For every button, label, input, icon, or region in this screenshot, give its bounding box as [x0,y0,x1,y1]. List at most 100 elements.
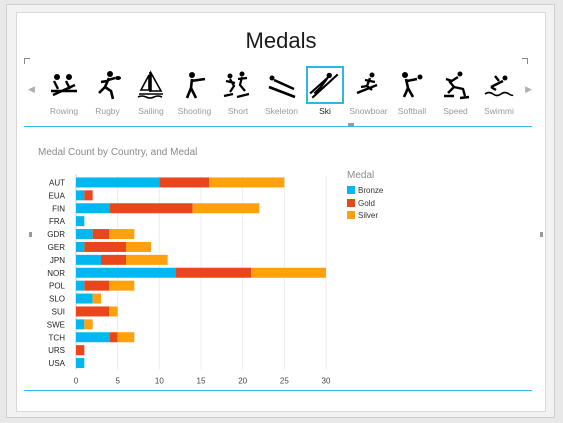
bar-aut-silver[interactable] [209,177,285,188]
slicer-tile-shooting[interactable]: Shooting [175,66,215,120]
bar-fin-gold[interactable] [109,203,193,214]
x-tick-label: 0 [74,377,79,386]
y-tick-label: TCH [49,333,66,342]
y-tick-label: FRA [49,217,66,226]
legend-item-bronze[interactable]: Bronze [347,185,383,198]
bar-jpn-bronze[interactable] [76,254,101,265]
slicer-tile-rugby[interactable]: Rugby [88,66,128,120]
bar-fra-bronze[interactable] [76,216,85,227]
sport-image-slicer[interactable]: ◀ ▶ Rowing Rugby Sailing Shooting Short Skele… [24,58,532,127]
bar-jpn-silver[interactable] [126,254,168,265]
slicer-tile-swimmi[interactable]: Swimmi [479,66,519,120]
slicer-tile-label: Speed [443,106,468,116]
bar-ger-gold[interactable] [84,241,126,252]
softball-icon [396,69,428,101]
x-tick-label: 30 [322,377,331,386]
slicer-tile-label: Swimmi [484,106,514,116]
slicer-resize-grip[interactable] [348,123,354,126]
legend-item-silver[interactable]: Silver [347,210,383,223]
rowing-icon [48,69,80,101]
bar-gdr-bronze[interactable] [76,229,93,240]
bar-aut-gold[interactable] [159,177,210,188]
slicer-corner-top-left [24,58,30,64]
slicer-tile-label: Snowboar [349,106,388,116]
bar-slo-bronze[interactable] [76,293,93,304]
slicer-tile-ski[interactable]: Ski [305,66,345,120]
x-tick-label: 15 [197,377,206,386]
bar-aut-bronze[interactable] [76,177,160,188]
bar-eua-gold[interactable] [84,190,93,201]
bar-nor-bronze[interactable] [76,267,176,278]
bar-urs-gold[interactable] [76,345,85,356]
legend-label: Gold [358,198,375,208]
slicer-tile-speed[interactable]: Speed [436,66,476,120]
bar-fin-bronze[interactable] [76,203,110,214]
bar-ger-bronze[interactable] [76,241,85,252]
x-tick-label: 5 [115,377,120,386]
legend-swatch [347,198,355,207]
bar-nor-gold[interactable] [176,267,251,278]
y-tick-label: USA [49,359,66,368]
y-tick-label: AUT [49,178,65,187]
bar-swe-silver[interactable] [84,319,93,330]
bar-nor-silver[interactable] [251,267,326,278]
chart-right-resize-grip[interactable] [540,232,543,237]
y-tick-label: SWE [47,320,65,329]
page-title: Medals [245,28,317,53]
y-tick-label: POL [49,282,66,291]
bar-sui-gold[interactable] [76,306,110,317]
slicer-tile-skeleton[interactable]: Skeleton [262,66,302,120]
bar-jpn-gold[interactable] [101,254,126,265]
bar-gdr-silver[interactable] [109,229,135,240]
slicer-tile-rowing[interactable]: Rowing [44,66,84,120]
bar-fin-silver[interactable] [192,203,260,214]
slicer-next-arrow-icon[interactable]: ▶ [525,84,532,94]
bar-swe-bronze[interactable] [76,319,85,330]
slicer-corner-top-right [522,58,528,64]
bar-ger-silver[interactable] [126,241,151,252]
slicer-tile-label: Rugby [95,106,120,116]
bar-pol-gold[interactable] [84,280,110,291]
bar-slo-silver[interactable] [92,293,101,304]
bar-sui-silver[interactable] [109,306,118,317]
slicer-tile-sailing[interactable]: Sailing [131,66,171,120]
slicer-tile-label: Skeleton [264,106,299,116]
x-tick-label: 20 [238,377,247,386]
sailing-icon [135,69,167,101]
shooting-icon [179,69,211,101]
ski-jump-icon [306,66,344,104]
skeleton-icon [266,69,298,101]
bar-eua-bronze[interactable] [76,190,85,201]
speed-skating-icon [440,69,472,101]
slicer-tile-snowboar[interactable]: Snowboar [349,66,389,120]
bar-pol-bronze[interactable] [76,280,85,291]
short-track-icon [222,69,254,101]
bar-tch-silver[interactable] [117,332,135,343]
slicer-tile-label: Short [227,106,249,116]
legend-item-gold[interactable]: Gold [347,198,383,211]
slicer-tile-label: Rowing [49,106,79,116]
legend-swatch [347,186,355,194]
chart-legend: Medal Bronze Gold Silver [347,170,383,223]
slicer-prev-arrow-icon[interactable]: ◀ [28,84,35,94]
chart-left-resize-grip[interactable] [29,232,32,237]
y-tick-label: SLO [49,295,65,304]
y-tick-label: NOR [47,269,65,278]
y-tick-label: GER [48,243,66,252]
slicer-tile-label: Shooting [177,106,212,116]
chart-bottom-border [24,390,532,391]
slicer-tile-softball[interactable]: Softball [392,66,432,120]
legend-label: Bronze [358,186,384,195]
slicer-tile-short[interactable]: Short [218,66,258,120]
y-tick-label: FIN [52,204,65,213]
x-tick-label: 25 [280,377,289,386]
y-tick-label: EUA [49,191,66,200]
bar-tch-bronze[interactable] [76,332,110,343]
bar-gdr-gold[interactable] [92,229,110,240]
legend-title: Medal [347,170,375,181]
bar-usa-bronze[interactable] [76,358,85,369]
report-page-frame: Medals [6,4,555,418]
y-tick-label: URS [48,346,65,355]
bar-tch-gold[interactable] [109,332,118,343]
bar-pol-silver[interactable] [109,280,135,291]
